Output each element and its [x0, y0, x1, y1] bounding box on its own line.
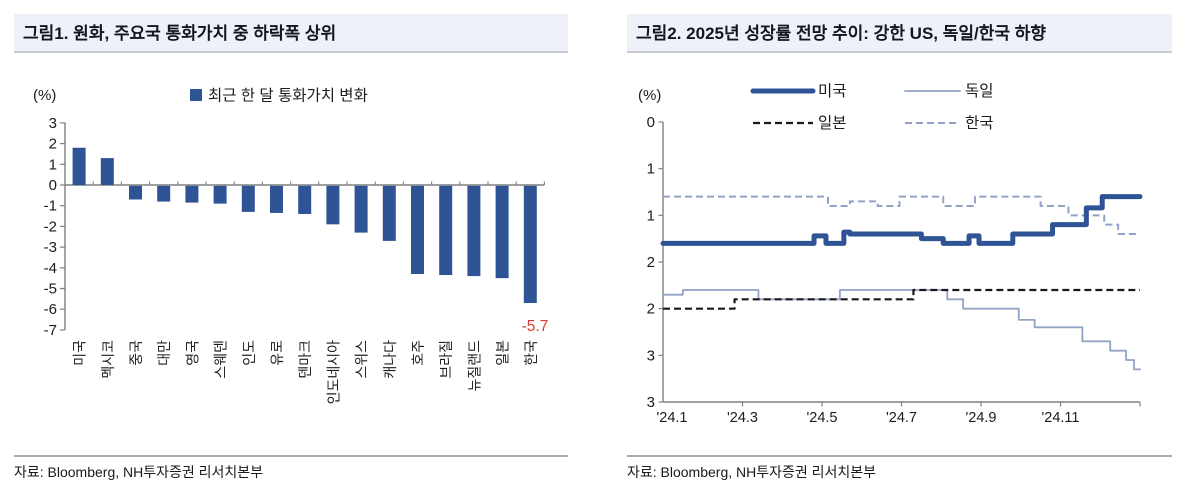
y-axis: 3 3 2 2 1 1 0 (%) [638, 87, 664, 411]
annotation-한국: -5.7 [522, 318, 549, 335]
x-tick-label: '24.7 [886, 410, 917, 426]
y-tick-label: -6 [44, 301, 57, 318]
bar-인도네시아 [326, 185, 340, 225]
category-label-한국: 한국 [523, 340, 539, 366]
figure2-source: 자료: Bloomberg, NH투자증권 리서치본부 [627, 455, 1172, 482]
category-label-미국: 미국 [72, 340, 88, 366]
y-tick-label: 3 [49, 115, 57, 132]
y-tick-label: 0 [647, 114, 655, 131]
x-tick-label: '24.9 [966, 410, 997, 426]
category-label-브라질: 브라질 [438, 340, 454, 379]
legend-label-일본: 일본 [818, 114, 847, 132]
bar-대만 [157, 185, 171, 202]
y-tick-label: -4 [44, 260, 57, 277]
category-label-멕시코: 멕시코 [100, 340, 116, 379]
y-tick-label: 3 [647, 394, 655, 411]
bar-유로 [270, 185, 283, 213]
category-label-유로: 유로 [269, 340, 285, 366]
bar-브라질 [439, 185, 453, 276]
y-tick-label: -5 [44, 281, 57, 298]
legend-swatch [190, 89, 202, 101]
figure2-title: 그림2. 2025년 성장률 전망 추이: 강한 US, 독일/한국 하향 [627, 14, 1172, 53]
unit-label: (%) [638, 87, 661, 104]
y-tick-label: 2 [647, 301, 655, 318]
series-일본 [663, 288, 1140, 310]
x-tick-label: '24.3 [727, 410, 758, 426]
y-tick-label: 1 [49, 156, 57, 173]
bar-영국 [185, 185, 199, 203]
bar-한국 [523, 185, 537, 303]
series-lines [660, 194, 1143, 371]
y-tick-label: 1 [647, 161, 655, 178]
bar-인도 [241, 185, 255, 212]
x-tick-label: '24.5 [807, 410, 838, 426]
figure1-title: 그림1. 원화, 주요국 통화가치 중 하락폭 상위 [14, 14, 568, 53]
bar-스위스 [354, 185, 368, 233]
bar-호주 [411, 185, 424, 275]
x-tick-label: '24.1 [657, 410, 688, 426]
bar-스웨덴 [213, 185, 227, 204]
y-tick-label: 0 [49, 177, 57, 194]
bar-일본 [495, 185, 509, 279]
category-label-대만: 대만 [156, 340, 172, 366]
legend-label-독일: 독일 [965, 82, 994, 100]
category-label-캐나다: 캐나다 [382, 340, 398, 379]
figure1-source: 자료: Bloomberg, NH투자증권 리서치본부 [14, 455, 568, 482]
legend: 최근 한 달 통화가치 변화 [190, 87, 368, 105]
bar-멕시코 [100, 158, 114, 185]
legend-label-미국: 미국 [818, 82, 847, 100]
y-tick-label: -7 [44, 322, 57, 339]
figure1-bar-chart-svg: 3 2 1 0 -1 -2 -3 -4 -5 -6 -7 (%) 미국 멕시코 중국 대만 영국 스웨덴 인도 유로 덴… [33, 87, 549, 405]
series-독일 [662, 289, 1141, 371]
category-label-일본: 일본 [495, 340, 511, 366]
category-label-중국: 중국 [128, 340, 144, 366]
category-label-스웨덴: 스웨덴 [213, 340, 229, 379]
bar-뉴질랜드 [467, 185, 481, 277]
category-label-뉴질랜드: 뉴질랜드 [466, 340, 482, 392]
category-label-인도: 인도 [241, 340, 257, 366]
figure2-line-chart-svg: 3322110(%)'24.1'24.3'24.5'24.7'24.9'24.1… [638, 82, 1143, 426]
category-labels: 미국 멕시코 중국 대만 영국 스웨덴 인도 유로 덴마크 인도네시아 스위스 캐나다 호주 브라질 뉴질랜… [72, 340, 539, 405]
category-label-영국: 영국 [184, 340, 200, 366]
x-axis [65, 181, 545, 186]
figure1-panel: 그림1. 원화, 주요국 통화가치 중 하락폭 상위 3 2 1 0 -1 -2 -3 -4 -… [14, 14, 568, 482]
y-tick-label: 3 [647, 347, 655, 364]
y-tick-label: -1 [44, 198, 57, 215]
y-tick-label: -2 [44, 218, 57, 235]
x-axis: '24.1 '24.3 '24.5 '24.7 '24.9 '24.11 [657, 401, 1141, 426]
bars [72, 147, 537, 303]
bar-중국 [129, 185, 142, 200]
category-label-인도네시아: 인도네시아 [325, 340, 341, 405]
unit-label: (%) [33, 87, 56, 104]
y-tick-label: -3 [44, 239, 57, 256]
legend-label-한국: 한국 [965, 114, 994, 132]
category-label-호주: 호주 [410, 340, 426, 366]
bar-덴마크 [298, 185, 312, 214]
x-tick-label: '24.11 [1042, 410, 1080, 426]
figure1-chart: 3 2 1 0 -1 -2 -3 -4 -5 -6 -7 (%) 미국 멕시코 중국 대만 영국 스웨덴 인도 유로 덴… [14, 53, 568, 455]
y-tick-label: 1 [647, 207, 655, 224]
category-label-스위스: 스위스 [354, 340, 370, 379]
series-한국 [663, 195, 1140, 235]
figure2-chart: 3 3 2 2 1 1 0 (%) '24.1'24.3'24.5'24.7'24.9'24.1… [627, 53, 1172, 455]
bar-미국 [72, 147, 86, 185]
legend-label: 최근 한 달 통화가치 변화 [208, 87, 368, 105]
y-tick-label: 2 [647, 254, 655, 271]
series-미국 [660, 194, 1143, 246]
y-tick-label: 2 [49, 136, 57, 153]
y-axis: 3 2 1 0 -1 -2 -3 -4 -5 -6 -7 (%) [33, 87, 66, 339]
bar-캐나다 [382, 185, 396, 241]
category-label-덴마크: 덴마크 [297, 340, 313, 379]
